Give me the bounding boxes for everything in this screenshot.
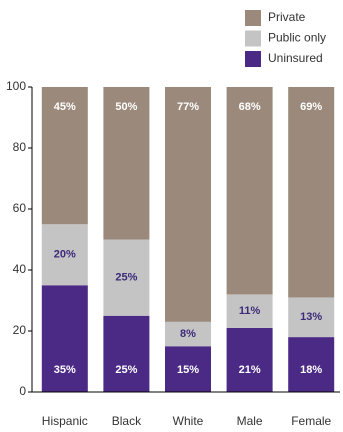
bar-segment xyxy=(41,285,88,392)
x-tick-label: Black xyxy=(112,414,142,428)
y-tick-label: 20 xyxy=(13,323,27,337)
legend-label: Public only xyxy=(268,31,326,45)
legend-swatch xyxy=(245,30,261,47)
value-label: 45% xyxy=(54,101,76,113)
legend-swatch xyxy=(245,51,261,67)
bar-segment xyxy=(41,87,88,225)
value-label: 77% xyxy=(177,101,199,113)
bar-segment xyxy=(288,337,335,392)
value-label: 8% xyxy=(180,328,196,340)
bar-segment xyxy=(165,321,211,347)
value-label: 15% xyxy=(177,364,199,376)
bar-segment xyxy=(165,346,211,392)
x-tick-label: White xyxy=(173,414,204,428)
legend-swatch xyxy=(245,10,261,26)
bar-segment xyxy=(288,297,335,338)
value-label: 50% xyxy=(115,101,137,113)
x-tick-label: Male xyxy=(237,414,263,428)
y-tick-label: 0 xyxy=(19,384,26,398)
bar-segment xyxy=(226,294,273,328)
y-tick-label: 80 xyxy=(13,140,27,154)
value-label: 35% xyxy=(54,364,76,376)
value-label: 20% xyxy=(54,249,76,261)
bar-segment xyxy=(226,87,273,295)
bar-segment xyxy=(103,315,150,392)
legend-label: Private xyxy=(268,10,306,24)
value-label: 68% xyxy=(239,101,261,113)
value-label: 69% xyxy=(300,101,322,113)
y-tick-label: 100 xyxy=(6,79,26,93)
bar-segment xyxy=(165,87,211,322)
value-label: 13% xyxy=(300,311,322,323)
value-label: 25% xyxy=(115,272,137,284)
bar-segment xyxy=(103,239,150,316)
value-label: 18% xyxy=(300,364,322,376)
x-tick-label: Hispanic xyxy=(42,414,88,428)
x-tick-label: Female xyxy=(291,414,331,428)
value-label: 11% xyxy=(239,305,261,317)
bar-segment xyxy=(226,327,273,392)
value-label: 21% xyxy=(239,364,261,376)
bar-segment xyxy=(41,224,88,286)
legend-label: Uninsured xyxy=(268,51,323,65)
bar-segment xyxy=(288,87,335,298)
value-label: 25% xyxy=(115,364,137,376)
y-tick-label: 40 xyxy=(13,262,27,276)
y-tick-label: 60 xyxy=(13,201,27,215)
bar-segment xyxy=(103,87,150,240)
